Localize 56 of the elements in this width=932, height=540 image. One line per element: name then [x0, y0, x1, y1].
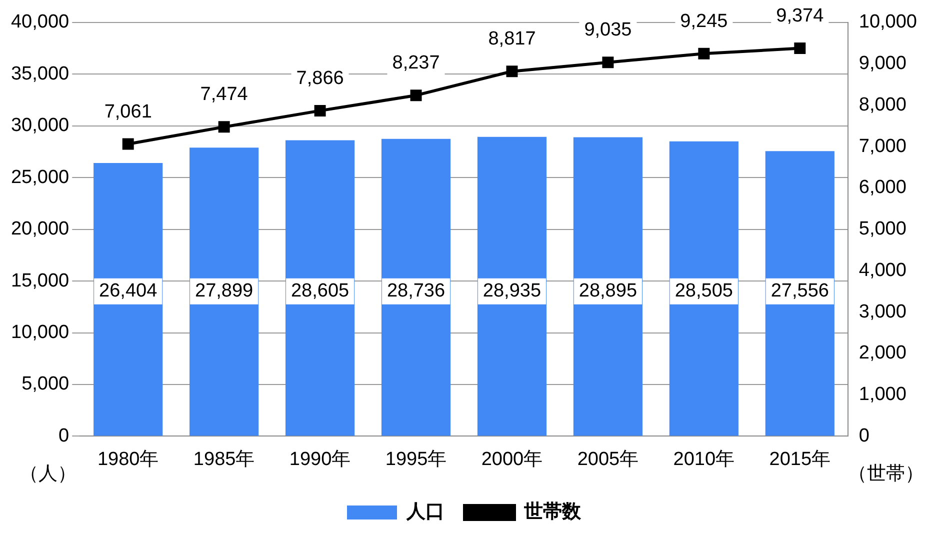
- y-tick-label: 10,000: [10, 322, 70, 343]
- x-tick-label: 1980年: [97, 448, 159, 470]
- y2-tick-label: 6,000: [858, 177, 906, 198]
- data-label: 28,736: [386, 280, 446, 302]
- y-tick-label: 30,000: [10, 115, 70, 136]
- y-tick-label: 5,000: [22, 374, 70, 395]
- y2-tick-label: 1,000: [858, 384, 906, 406]
- y-tick-label: 25,000: [10, 166, 70, 188]
- x-tick-label: 2005年: [577, 448, 639, 470]
- x-tick-label: 2000年: [481, 448, 543, 470]
- data-label: 28,505: [674, 280, 733, 302]
- y2-tick-label: 2,000: [858, 342, 906, 364]
- data-label: 9,374: [776, 6, 824, 27]
- y-tick-label: 15,000: [10, 270, 70, 292]
- x-tick-label: 1990年: [289, 448, 351, 470]
- data-label: 8,817: [488, 28, 536, 50]
- y2-tick-label: 4,000: [858, 260, 906, 281]
- y-tick-label: 20,000: [10, 218, 70, 240]
- point: [794, 42, 806, 54]
- data-label: 7,474: [200, 84, 248, 106]
- data-label: 8,237: [392, 52, 440, 74]
- y-axis-title: （人）: [20, 463, 76, 484]
- point: [314, 104, 326, 116]
- data-label: 9,035: [584, 20, 632, 41]
- y2-axis-title: （世帯）: [848, 463, 924, 484]
- data-label: 9,245: [680, 10, 728, 32]
- x-tick-label: 1995年: [385, 448, 447, 470]
- y2-tick-label: 9,000: [858, 53, 906, 74]
- point: [218, 121, 230, 133]
- point: [602, 56, 614, 68]
- legend-label: 人口: [406, 502, 444, 523]
- y-tick-label: 0: [58, 425, 70, 446]
- y2-tick-label: 7,000: [858, 136, 906, 157]
- data-label: 27,556: [770, 280, 829, 302]
- x-tick-label: 2015年: [769, 448, 831, 470]
- x-tick-label: 2010年: [673, 448, 735, 470]
- data-label: 7,061: [104, 101, 152, 122]
- y2-tick-label: 5,000: [858, 218, 906, 240]
- x-tick-label: 1985年: [193, 448, 255, 470]
- y2-tick-label: 8,000: [858, 94, 906, 116]
- data-label: 26,404: [99, 280, 158, 302]
- data-label: 27,899: [195, 280, 254, 302]
- point: [698, 48, 710, 60]
- point: [410, 90, 422, 102]
- data-label: 28,895: [578, 280, 638, 302]
- y2-tick-label: 10,000: [858, 12, 918, 33]
- y2-tick-label: 0: [858, 425, 870, 446]
- data-label: 28,935: [482, 280, 542, 302]
- point: [506, 66, 518, 78]
- legend-label: 世帯数: [523, 500, 582, 523]
- data-label: 28,605: [290, 280, 350, 302]
- y-tick-label: 40,000: [10, 12, 70, 33]
- y-tick-label: 35,000: [10, 63, 70, 84]
- y2-tick-label: 3,000: [858, 301, 906, 322]
- data-label: 7,866: [296, 68, 344, 89]
- point: [122, 138, 134, 150]
